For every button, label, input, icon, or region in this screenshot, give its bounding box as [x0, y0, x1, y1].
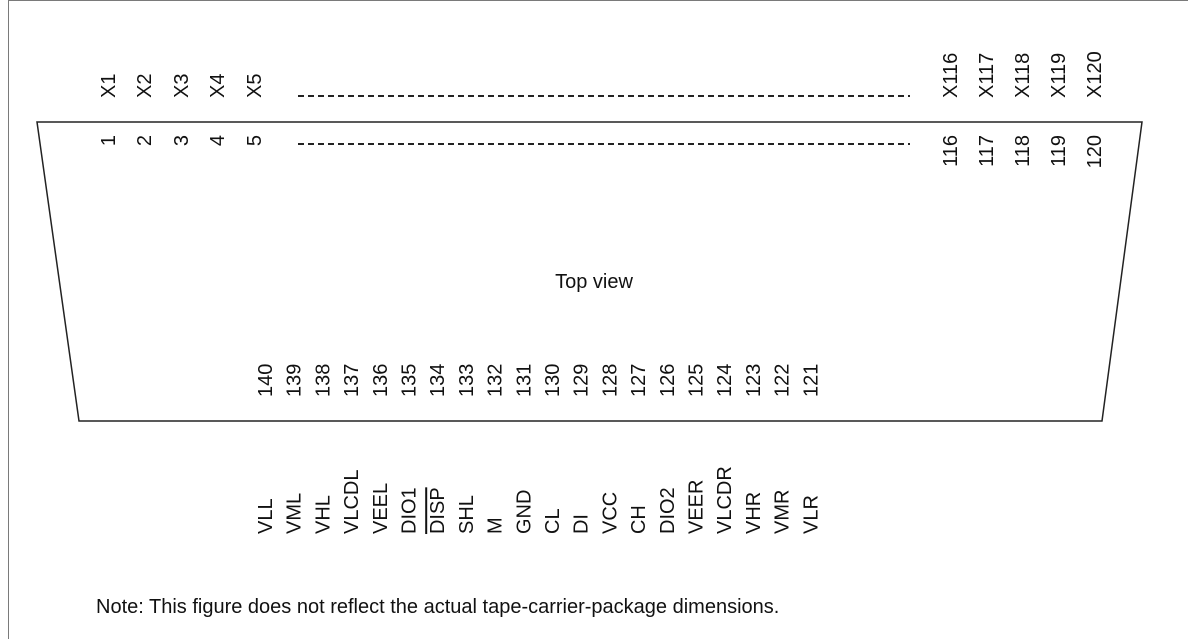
bottom-pin-number: 138 [312, 364, 334, 397]
signal-name: VCC [599, 492, 621, 534]
pin-number: 5 [244, 135, 266, 146]
bottom-pin-number: 124 [714, 364, 736, 397]
bottom-pin-number: 130 [542, 364, 564, 397]
top-view-label: Top view [555, 271, 633, 293]
signal-name: GND [513, 490, 535, 534]
pin-number: 118 [1012, 135, 1034, 167]
pin-number: 116 [940, 135, 962, 167]
figure-note: Note: This figure does not reflect the a… [96, 596, 779, 619]
bottom-pin-number: 125 [686, 364, 708, 397]
signal-name: VEER [686, 480, 708, 534]
top-label: X3 [171, 74, 193, 98]
signal-name: VEEL [370, 483, 392, 534]
pin-number: 2 [134, 135, 156, 146]
top-label: X116 [940, 53, 962, 98]
signal-name: CL [542, 508, 564, 534]
bottom-pin-number: 128 [599, 364, 621, 397]
signal-name: VLCDL [341, 470, 363, 534]
top-label: X5 [244, 74, 266, 98]
top-label: X1 [98, 74, 120, 98]
bottom-pin-number: 137 [341, 364, 363, 397]
signal-name: VHR [743, 492, 765, 534]
pin-number: 3 [171, 135, 193, 146]
top-label: X2 [134, 74, 156, 98]
signal-name: VMR [772, 490, 794, 534]
signal-name: DIO2 [657, 487, 679, 534]
top-label: X119 [1048, 53, 1070, 98]
bottom-pin-number: 133 [456, 364, 478, 397]
bottom-pin-number: 126 [657, 364, 679, 397]
signal-name: VLR [800, 495, 822, 534]
signal-name: CH [628, 505, 650, 534]
signal-name: SHL [456, 495, 478, 534]
bottom-pin-number: 132 [485, 364, 507, 397]
signal-name: VML [284, 493, 306, 534]
signal-name: DI [571, 514, 593, 534]
pin-number: 119 [1048, 135, 1070, 167]
pin-number: 1 [98, 135, 120, 146]
signal-name: DISP [427, 487, 449, 534]
bottom-pin-number: 136 [370, 364, 392, 397]
signal-name: DIO1 [399, 487, 421, 534]
bottom-pin-number: 123 [743, 364, 765, 397]
top-label: X120 [1084, 51, 1106, 98]
top-label: X117 [976, 53, 998, 98]
pin-number: 120 [1084, 135, 1106, 168]
bottom-pin-number: 129 [571, 364, 593, 397]
bottom-pin-number: 140 [255, 364, 277, 397]
bottom-pin-number: 134 [427, 364, 449, 397]
pin-number: 117 [976, 135, 998, 167]
bottom-pin-number: 131 [513, 364, 535, 397]
top-label: X4 [207, 74, 229, 98]
signal-name: VHL [312, 495, 334, 534]
bottom-pin-number: 139 [284, 364, 306, 397]
signal-name: M [485, 517, 507, 534]
signal-name: VLCDR [714, 466, 736, 534]
top-label: X118 [1012, 53, 1034, 98]
signal-name: VLL [255, 498, 277, 534]
bottom-pin-number: 127 [628, 364, 650, 397]
bottom-pin-number: 121 [800, 364, 822, 397]
bottom-pin-number: 135 [399, 364, 421, 397]
pin-number: 4 [207, 135, 229, 146]
bottom-pin-number: 122 [772, 364, 794, 397]
